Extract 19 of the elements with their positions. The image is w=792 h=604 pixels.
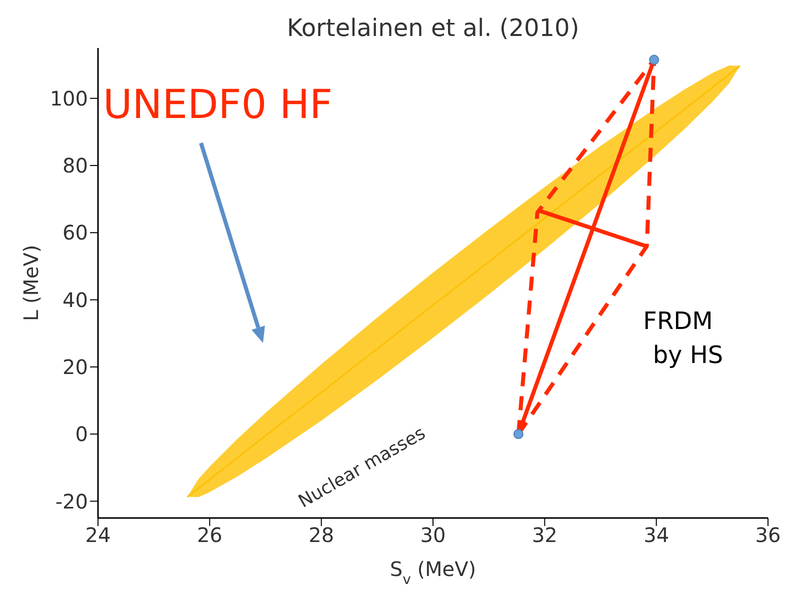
y-tick-label: 100 [50, 86, 88, 110]
y-tick-label: 40 [62, 288, 88, 312]
x-tick-label: 24 [85, 523, 111, 548]
x-tick-label: 30 [420, 523, 446, 548]
y-tick-label: -20 [55, 489, 88, 514]
x-tick-label: 26 [196, 523, 222, 548]
x-tick-label: 32 [532, 523, 558, 548]
y-tick-label: 0 [75, 422, 88, 446]
x-axis-title: S$_{v}$ (MeV) [390, 557, 476, 588]
annotation: FRDM by HS [643, 307, 724, 370]
x-tick-label: 28 [308, 523, 334, 548]
chart-title: Kortelainen et al. (2010) [286, 14, 580, 42]
x-tick-label: 34 [644, 523, 670, 548]
x-tick-label: 36 [755, 523, 781, 548]
y-axis-title: L (MeV) [19, 244, 43, 322]
y-tick-label: 60 [62, 220, 88, 245]
y-tick-label: 80 [62, 154, 88, 178]
y-tick-label: 20 [62, 355, 88, 380]
annotation: UNEDF0 HF [103, 82, 333, 128]
